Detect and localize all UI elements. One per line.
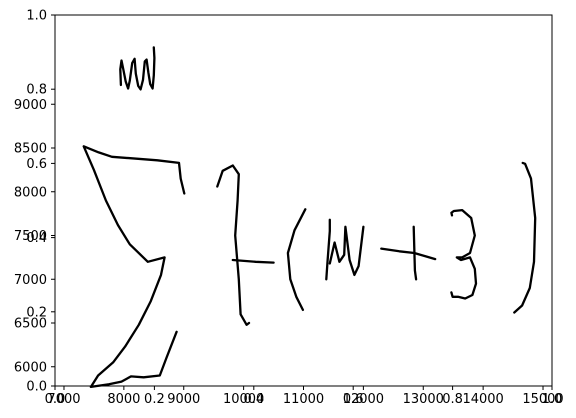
stroke-1 [119, 46, 156, 91]
primary-x-tick-label: 0.6 [343, 392, 364, 407]
primary-x-tick-label: 0.0 [45, 392, 66, 407]
secondary-x-tick-label: 10000 [223, 392, 264, 407]
primary-y-tick-label: 0.4 [26, 231, 47, 246]
primary-y-tick-label: 0.6 [26, 157, 47, 172]
secondary-x-tick-label: 12000 [343, 392, 384, 407]
stroke-2 [82, 145, 186, 389]
handwriting-strokes [82, 46, 537, 389]
secondary-x-tick-label: 11000 [283, 392, 324, 407]
primary-x-tick-label: 0.4 [243, 392, 264, 407]
primary-x-tick-label: 1.0 [542, 392, 563, 407]
axes-primary: 0.0 0.2 0.4 0.6 0.8 1.0 0.0 0.2 0.4 0.6 0.8 1.0 [26, 9, 562, 408]
axes-secondary: 7000 8000 9000 10000 11000 12000 13000 14000 150… [14, 98, 564, 407]
secondary-y-tick-label: 6500 [14, 317, 47, 332]
stroke-6 [325, 218, 331, 281]
stroke-11 [513, 161, 537, 314]
stroke-7 [328, 225, 365, 277]
primary-y-tick-label: 0.0 [26, 380, 47, 395]
secondary-y-tick-label: 6000 [14, 360, 47, 375]
secondary-x-tick-label: 8000 [107, 392, 140, 407]
primary-y-tick-label: 0.2 [26, 305, 47, 320]
secondary-y-tick-label: 8500 [14, 142, 47, 157]
primary-y-tick-label: 1.0 [26, 9, 47, 24]
primary-y-tick-label: 0.8 [26, 83, 47, 98]
secondary-x-tick-label: 14000 [462, 392, 503, 407]
plot-frame [54, 14, 553, 387]
stroke-5 [286, 208, 307, 312]
stroke-9 [412, 225, 418, 281]
secondary-y-tick-label: 7500 [14, 229, 47, 244]
primary-x-tick-label: 0.2 [144, 392, 165, 407]
secondary-x-tick-label: 15000 [522, 392, 563, 407]
plot-area [55, 15, 552, 386]
stroke-3 [216, 164, 251, 326]
stroke-10 [450, 208, 478, 300]
secondary-y-tick-label: 7000 [14, 273, 47, 288]
primary-x-tick-label: 0.8 [442, 392, 463, 407]
secondary-y-tick-label: 9000 [14, 98, 47, 113]
secondary-x-tick-label: 13000 [403, 392, 444, 407]
secondary-x-tick-label: 9000 [167, 392, 200, 407]
secondary-y-tick-label: 8000 [14, 185, 47, 200]
stroke-4 [231, 258, 275, 264]
secondary-x-tick-label: 7000 [47, 392, 80, 407]
